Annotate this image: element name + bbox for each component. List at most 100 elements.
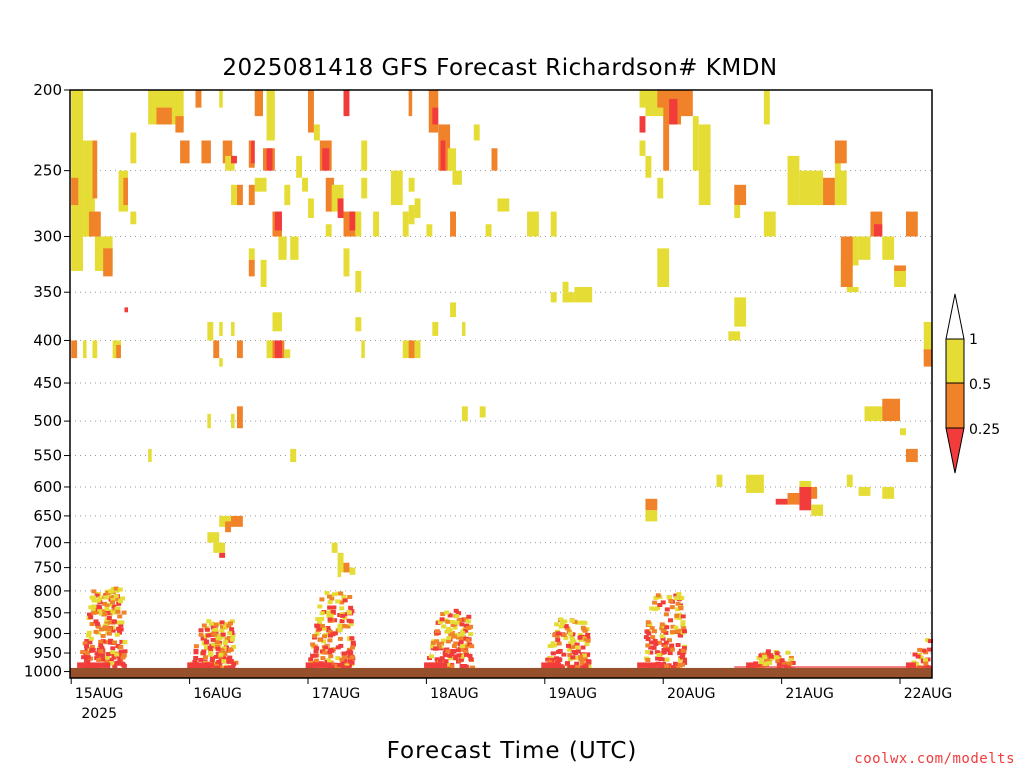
pbl-cell [221, 646, 227, 651]
pbl-cell [454, 620, 460, 625]
pbl-cell [213, 630, 219, 635]
pbl-cell [87, 612, 92, 617]
pbl-cell [649, 626, 655, 631]
pbl-cell [100, 634, 106, 638]
pbl-cell [329, 596, 335, 601]
pbl-cell [652, 638, 658, 643]
pbl-cell [213, 622, 219, 627]
pbl-cell [347, 595, 353, 599]
pbl-cell [758, 660, 764, 664]
x-tick-label: 20AUG [667, 686, 716, 702]
pbl-cell [210, 642, 216, 647]
pbl-cell [914, 662, 920, 667]
ri-cell [361, 177, 368, 199]
pbl-cell [575, 649, 581, 654]
pbl-cell [106, 627, 112, 632]
pbl-cell [451, 644, 457, 649]
pbl-cell [327, 605, 333, 610]
ri-cell [222, 140, 233, 164]
pbl-cell [440, 638, 446, 643]
pbl-cell [332, 631, 338, 636]
y-tick-label: 450 [33, 374, 62, 392]
pbl-cell [463, 644, 469, 649]
pbl-cell [86, 630, 92, 635]
pbl-cell [558, 624, 564, 629]
pbl-base [77, 662, 111, 668]
pbl-cell [469, 644, 475, 649]
pbl-cell [230, 633, 236, 638]
pbl-cell [350, 642, 356, 647]
pbl-cell [569, 645, 575, 650]
pbl-cell [214, 636, 220, 641]
pbl-cell [453, 608, 459, 613]
pbl-cell [677, 651, 683, 656]
ri-cell [343, 562, 350, 573]
ri-cell [180, 140, 190, 164]
pbl-cell [460, 644, 465, 649]
ri-cell [236, 184, 243, 206]
ri-cell [692, 116, 699, 171]
pbl-cell [320, 656, 326, 661]
x-tick-label: 15AUG [75, 686, 124, 702]
pbl-cell [202, 655, 208, 660]
pbl-cell [682, 657, 687, 662]
ri-cell [231, 155, 237, 164]
ri-cell [639, 116, 646, 133]
pbl-cell [121, 653, 127, 658]
pbl-cell [104, 655, 110, 660]
pbl-cell [653, 642, 659, 646]
pbl-cell [116, 626, 122, 631]
pbl-cell [193, 644, 199, 649]
ri-cell [450, 211, 457, 237]
ri-cell [307, 198, 314, 218]
pbl-cell [110, 650, 116, 655]
pbl-cell [91, 598, 97, 603]
pbl-cell [450, 649, 456, 653]
pbl-cell [341, 623, 347, 628]
pbl-cell [82, 641, 88, 646]
pbl-cell [312, 633, 318, 638]
ri-cell [331, 184, 344, 212]
pbl-cell [112, 610, 117, 615]
pbl-cell [456, 611, 462, 616]
ri-cell [882, 486, 895, 499]
pbl-cell [210, 637, 216, 642]
pbl-cell [342, 598, 348, 603]
pbl-cell [193, 656, 199, 660]
ri-cell [846, 236, 859, 266]
ri-cell [734, 297, 747, 327]
pbl-cell [462, 626, 468, 631]
pbl-cell [669, 647, 675, 652]
pbl-cell [758, 653, 764, 658]
pbl-cell [226, 623, 232, 628]
x-axis-ticks: 15AUG 2025 16AUG 17AUG 18AUG 19AUG 20AUG 21AUG 2… [70, 678, 952, 722]
pbl-cell [567, 652, 573, 657]
pbl-cell [228, 621, 233, 626]
ri-cell [130, 132, 137, 164]
pbl-cell [120, 596, 125, 601]
pbl-cell [340, 613, 346, 618]
pbl-cell [105, 610, 111, 615]
pbl-cell [105, 652, 111, 657]
pbl-cell [430, 644, 436, 649]
pbl-cell [668, 618, 673, 623]
ri-cell [452, 170, 462, 185]
pbl-cell [550, 641, 556, 646]
pbl-cell [643, 635, 649, 640]
ri-cell [858, 486, 871, 496]
ri-cell [846, 287, 859, 293]
pbl-cell [117, 657, 123, 662]
pbl-cell [327, 617, 333, 622]
pbl-cell [663, 640, 669, 645]
ri-cell [343, 90, 350, 117]
pbl-cell [765, 649, 771, 654]
pbl-cell [339, 600, 345, 605]
pbl-cell [660, 600, 666, 605]
ri-cell [799, 480, 812, 493]
pbl-base [541, 662, 562, 668]
pbl-cell [118, 627, 124, 632]
pbl-cell [313, 649, 319, 654]
pbl-cell [325, 626, 331, 630]
pbl-cell [110, 600, 115, 605]
